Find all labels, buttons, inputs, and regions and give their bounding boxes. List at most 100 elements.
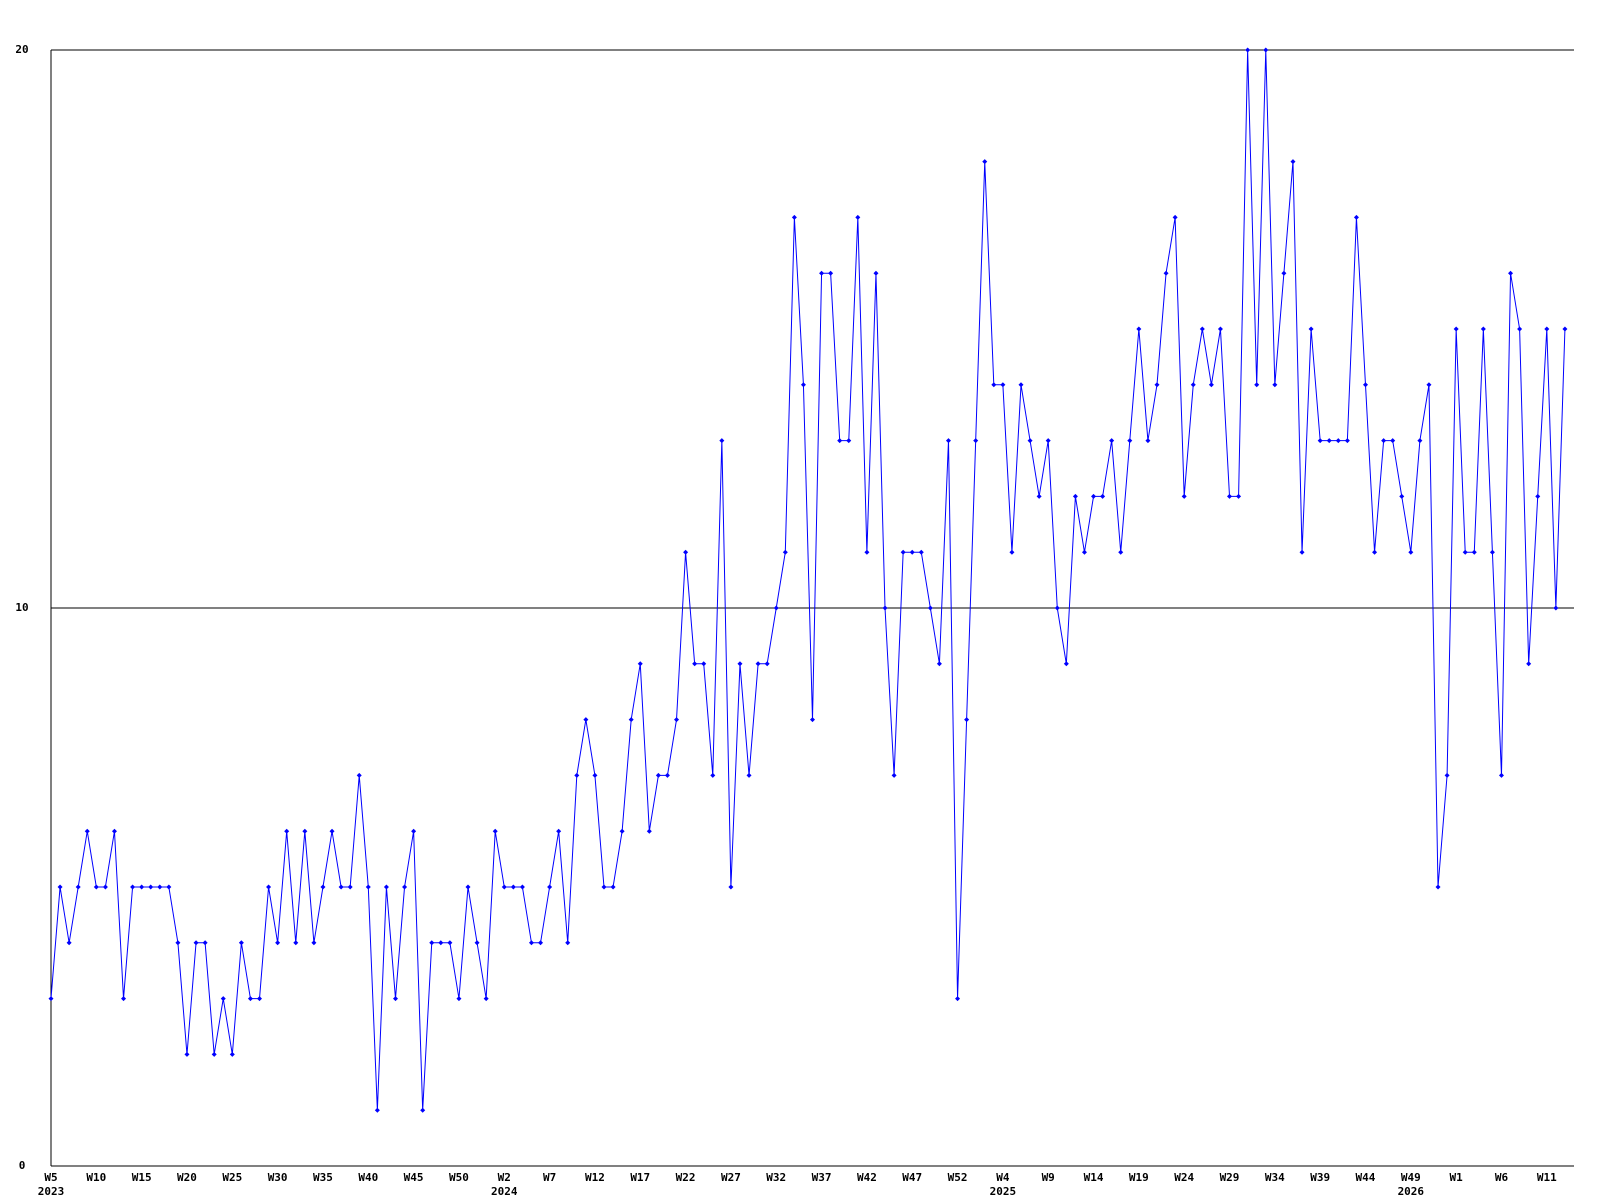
data-point: [637, 661, 643, 667]
data-point: [1136, 326, 1142, 332]
x-tick-label: W9: [1042, 1171, 1055, 1184]
data-point: [1263, 47, 1269, 53]
data-point: [1408, 549, 1414, 555]
data-point: [1217, 326, 1223, 332]
data-point: [1018, 382, 1024, 388]
data-point: [1444, 772, 1450, 778]
data-point: [257, 996, 263, 1002]
data-point: [773, 605, 779, 611]
data-point: [66, 940, 72, 946]
data-point: [837, 438, 843, 444]
data-point: [1489, 549, 1495, 555]
x-tick-label: W25: [222, 1171, 242, 1184]
data-point: [574, 772, 580, 778]
x-tick-label: W17: [630, 1171, 650, 1184]
x-tick-label: W42: [857, 1171, 877, 1184]
data-point: [329, 828, 335, 834]
data-point: [519, 884, 525, 890]
data-point: [1308, 326, 1314, 332]
data-point: [900, 549, 906, 555]
data-point: [628, 717, 634, 723]
data-point: [1498, 772, 1504, 778]
data-point: [674, 717, 680, 723]
data-point: [1227, 493, 1233, 499]
data-point: [882, 605, 888, 611]
data-point: [1036, 493, 1042, 499]
data-point: [510, 884, 516, 890]
data-point: [102, 884, 108, 890]
data-point: [646, 828, 652, 834]
x-tick-label: W2: [498, 1171, 511, 1184]
data-point: [1335, 438, 1341, 444]
data-point: [111, 828, 117, 834]
data-point: [918, 549, 924, 555]
data-point: [945, 438, 951, 444]
data-point: [782, 549, 788, 555]
data-point: [764, 661, 770, 667]
data-point: [1190, 382, 1196, 388]
data-point: [429, 940, 435, 946]
x-tick-label: W47: [902, 1171, 922, 1184]
data-point: [1299, 549, 1305, 555]
data-point: [1236, 493, 1242, 499]
data-point: [909, 549, 915, 555]
data-point: [347, 884, 353, 890]
data-point: [1544, 326, 1550, 332]
data-point: [438, 940, 444, 946]
data-point: [220, 996, 226, 1002]
data-point: [728, 884, 734, 890]
x-tick-label: W6: [1495, 1171, 1509, 1184]
data-point: [936, 661, 942, 667]
data-point: [701, 661, 707, 667]
data-point: [1281, 270, 1287, 276]
data-point: [275, 940, 281, 946]
data-point: [1562, 326, 1568, 332]
x-year-label: 2023: [38, 1185, 65, 1198]
data-point: [284, 828, 290, 834]
x-tick-label: W12: [585, 1171, 605, 1184]
x-tick-label: W44: [1356, 1171, 1376, 1184]
data-point: [166, 884, 172, 890]
data-point: [1027, 438, 1033, 444]
x-tick-label: W29: [1220, 1171, 1240, 1184]
x-tick-label: W10: [86, 1171, 106, 1184]
data-point: [1254, 382, 1260, 388]
x-tick-label: W15: [132, 1171, 152, 1184]
data-point: [266, 884, 272, 890]
data-point: [538, 940, 544, 946]
data-point: [565, 940, 571, 946]
x-tick-label: W5: [44, 1171, 57, 1184]
data-point: [864, 549, 870, 555]
data-point: [873, 270, 879, 276]
x-tick-label: W40: [358, 1171, 378, 1184]
data-point: [1462, 549, 1468, 555]
data-point: [1009, 549, 1015, 555]
data-point: [148, 884, 154, 890]
x-tick-label: W52: [948, 1171, 968, 1184]
data-point: [1372, 549, 1378, 555]
data-point: [1353, 214, 1359, 220]
data-point: [121, 996, 127, 1002]
data-point: [456, 996, 462, 1002]
data-point: [1081, 549, 1087, 555]
data-point: [1344, 438, 1350, 444]
x-tick-label: W24: [1174, 1171, 1194, 1184]
data-point: [610, 884, 616, 890]
data-point: [184, 1051, 190, 1057]
data-point: [1000, 382, 1006, 388]
data-point: [338, 884, 344, 890]
data-point: [1471, 549, 1477, 555]
data-point: [320, 884, 326, 890]
data-point: [93, 884, 99, 890]
data-point: [1245, 47, 1251, 53]
data-point: [501, 884, 507, 890]
data-point: [1326, 438, 1332, 444]
x-tick-label: W1: [1450, 1171, 1464, 1184]
data-point: [1054, 605, 1060, 611]
data-point: [528, 940, 534, 946]
y-tick-label: 0: [19, 1159, 26, 1172]
data-point: [1399, 493, 1405, 499]
x-tick-label: W45: [404, 1171, 424, 1184]
data-point: [1072, 493, 1078, 499]
